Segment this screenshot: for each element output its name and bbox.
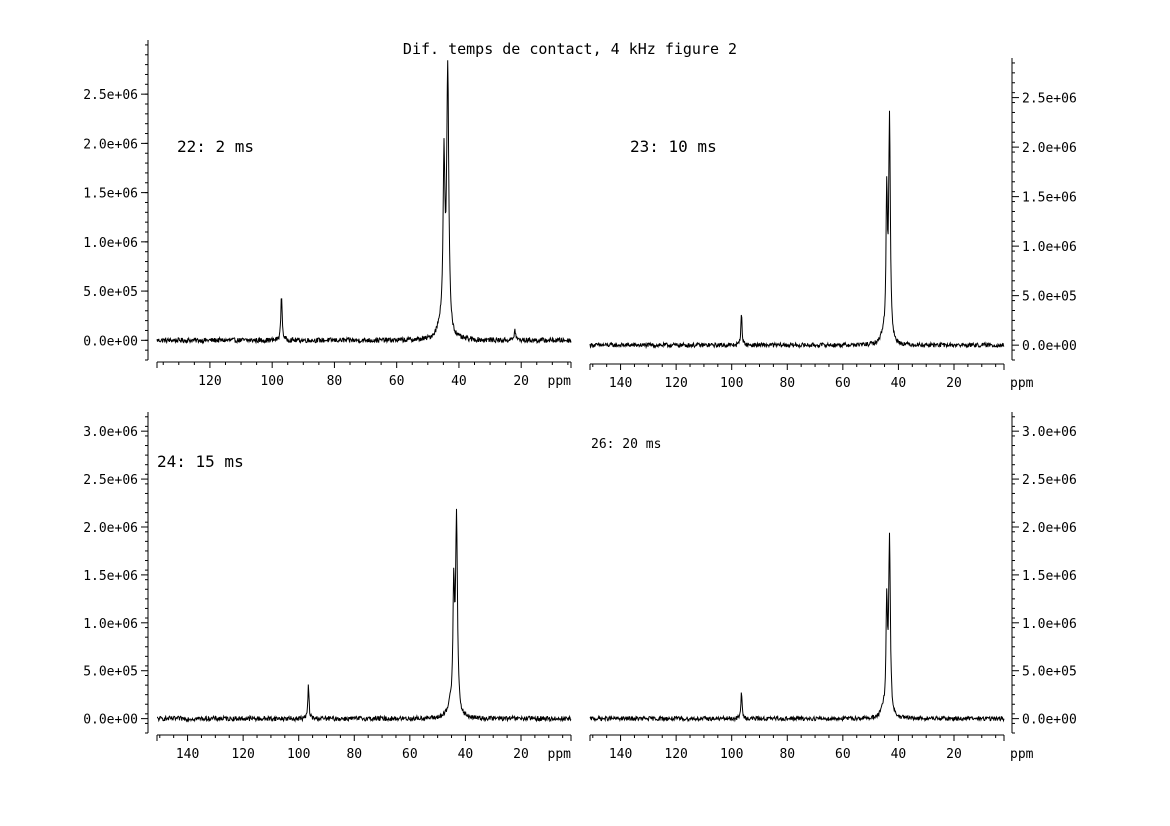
x-axis-label: ppm	[548, 747, 572, 762]
y-tick-label: 5.0e+05	[1022, 290, 1077, 305]
y-tick-label: 0.0e+00	[83, 334, 138, 349]
x-tick-label: 20	[946, 376, 962, 391]
x-tick-label: 20	[513, 374, 529, 389]
x-tick-label: 120	[664, 376, 687, 391]
panel-label-24: 24: 15 ms	[157, 452, 244, 471]
x-tick-label: 80	[346, 747, 362, 762]
y-tick-label: 1.5e+06	[1022, 191, 1077, 206]
panel-label-22: 22: 2 ms	[177, 137, 254, 156]
y-tick-label: 1.0e+06	[83, 236, 138, 251]
y-tick-label: 0.0e+00	[83, 713, 138, 728]
y-tick-label: 1.5e+06	[1022, 569, 1077, 584]
y-tick-label: 2.5e+06	[1022, 473, 1077, 488]
y-tick-label: 1.0e+06	[1022, 617, 1077, 632]
x-tick-label: 80	[327, 374, 343, 389]
x-tick-label: 20	[513, 747, 529, 762]
y-tick-label: 5.0e+05	[83, 665, 138, 680]
spectrum-panel-23: 23: 10 ms 140 120 100 80 60 40 20 ppm 0.0e+00 5.0…	[589, 58, 1077, 391]
panel-label-26: 26: 20 ms	[591, 437, 661, 452]
y-tick-label: 0.0e+00	[1022, 339, 1077, 354]
x-axis-label: ppm	[1010, 747, 1034, 762]
x-tick-label: 20	[946, 747, 962, 762]
y-tick-label: 2.5e+06	[1022, 92, 1077, 107]
x-tick-label: 40	[451, 374, 467, 389]
x-tick-label: 40	[891, 747, 907, 762]
spectrum-panel-24: 24: 15 ms 140 120 100 80 60 40 20 ppm 0.0e+00 5.0…	[83, 412, 572, 762]
y-tick-label: 1.5e+06	[83, 569, 138, 584]
x-tick-label: 80	[779, 376, 795, 391]
y-tick-label: 1.5e+06	[83, 187, 138, 202]
spectrum-panel-22: 22: 2 ms 120 100 80 60 40 20 ppm 0.0e+00 5.0e+05…	[83, 40, 572, 389]
x-tick-label: 80	[779, 747, 795, 762]
x-tick-label: 120	[231, 747, 254, 762]
x-tick-label: 40	[891, 376, 907, 391]
spectrum-trace	[156, 60, 572, 345]
y-tick-label: 1.0e+06	[1022, 240, 1077, 255]
y-tick-label: 2.5e+06	[83, 473, 138, 488]
figure-title: Dif. temps de contact, 4 kHz figure 2	[403, 40, 737, 58]
x-tick-label: 60	[835, 747, 851, 762]
x-tick-label: 60	[389, 374, 405, 389]
x-tick-label: 100	[287, 747, 310, 762]
x-tick-label: 140	[609, 747, 632, 762]
spectrum-panel-26: 26: 20 ms 140 120 100 80 60 40 20 ppm 0.0e+00 5.0…	[589, 412, 1077, 762]
y-tick-label: 0.0e+00	[1022, 713, 1077, 728]
x-axis-label: ppm	[548, 374, 572, 389]
y-tick-label: 5.0e+05	[83, 285, 138, 300]
y-tick-label: 1.0e+06	[83, 617, 138, 632]
spectrum-trace	[589, 532, 1005, 723]
y-tick-label: 3.0e+06	[83, 425, 138, 440]
x-tick-label: 140	[609, 376, 632, 391]
x-tick-label: 60	[402, 747, 418, 762]
spectrum-trace	[589, 110, 1005, 350]
x-tick-label: 100	[260, 374, 283, 389]
y-tick-label: 2.0e+06	[83, 521, 138, 536]
panel-label-23: 23: 10 ms	[630, 137, 717, 156]
y-tick-label: 2.5e+06	[83, 88, 138, 103]
y-tick-label: 2.0e+06	[83, 137, 138, 152]
y-tick-label: 5.0e+05	[1022, 665, 1077, 680]
y-tick-label: 2.0e+06	[1022, 141, 1077, 156]
x-tick-label: 100	[720, 747, 743, 762]
x-tick-label: 140	[176, 747, 199, 762]
x-tick-label: 120	[664, 747, 687, 762]
x-tick-label: 40	[458, 747, 474, 762]
x-tick-label: 100	[720, 376, 743, 391]
y-tick-label: 2.0e+06	[1022, 521, 1077, 536]
x-axis-label: ppm	[1010, 376, 1034, 391]
x-tick-label: 60	[835, 376, 851, 391]
x-tick-label: 120	[198, 374, 221, 389]
y-tick-label: 3.0e+06	[1022, 425, 1077, 440]
spectrum-trace	[157, 508, 572, 723]
